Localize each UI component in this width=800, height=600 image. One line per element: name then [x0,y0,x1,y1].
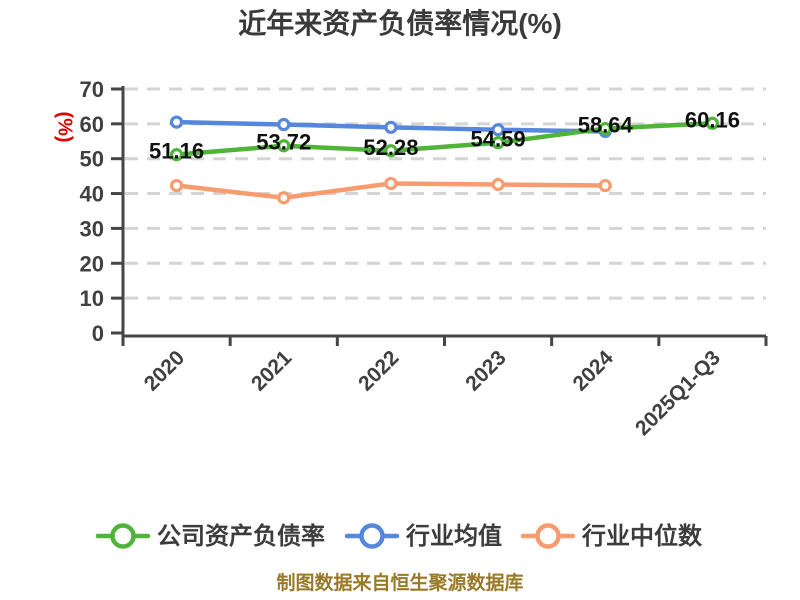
y-axis-unit-label: (%) [54,111,76,142]
y-tick-label: 60 [80,112,104,137]
value-label: 52.28 [363,135,418,160]
y-tick-label: 70 [80,77,104,102]
axes [111,86,768,346]
legend-item: 行业均值 [344,522,502,550]
data-point [169,115,184,129]
data-point [598,178,612,193]
data-point [491,136,505,150]
y-tick-label: 40 [80,182,104,207]
y-tick-label: 10 [80,286,104,311]
x-tick-label: 2020 [140,346,189,395]
value-label: 53.72 [256,130,311,155]
legend-label: 行业中位数 [581,522,703,550]
y-tick-labels: 0 10 20 30 40 50 60 70 [80,77,104,346]
x-tick-label: 2025Q1-Q3 [631,346,725,440]
series-lines [169,115,720,205]
legend: 公司资产负债率 行业均值 行业中位数 [95,522,703,550]
data-point [598,121,612,136]
data-point [384,120,398,134]
footer-credit: 制图数据来自恒生聚源数据库 [276,571,523,594]
x-tick-label: 2022 [354,346,403,395]
legend-label: 行业均值 [405,522,502,550]
data-point [169,148,184,162]
legend-marker [359,523,385,549]
data-point [277,117,291,132]
x-tick-label: 2024 [568,346,618,396]
legend-label: 公司资产负债率 [157,522,325,550]
data-point [169,178,184,193]
y-tick-label: 20 [80,251,104,276]
y-tick-label: 50 [80,147,104,172]
value-label: 58.64 [578,113,634,138]
legend-item: 公司资产负债率 [95,522,325,550]
legend-item: 行业中位数 [520,522,703,550]
data-point [277,191,291,205]
y-tick-label: 0 [92,321,104,346]
data-point [491,177,505,192]
data-point [277,139,291,153]
data-point [384,176,398,191]
value-label: 54.59 [471,127,526,152]
x-tick-label: 2023 [461,346,510,395]
x-tick-labels: 2020 2021 2022 2023 2024 2025Q1-Q3 [140,346,725,440]
series-line-0 [174,121,715,157]
gridlines [125,87,766,300]
legend-marker [535,523,561,549]
x-tick-label: 2021 [247,346,297,396]
value-labels: 51.16 53.72 52.28 54.59 58.64 60.16 [149,107,740,163]
chart-title: 近年来资产负债率情况(%) [238,7,562,39]
value-label: 60.16 [685,107,740,132]
data-point [491,123,505,137]
legend-marker [110,523,136,549]
y-tick-label: 30 [80,216,104,241]
data-point [705,116,720,130]
data-point [384,144,398,158]
value-label: 51.16 [149,139,204,164]
